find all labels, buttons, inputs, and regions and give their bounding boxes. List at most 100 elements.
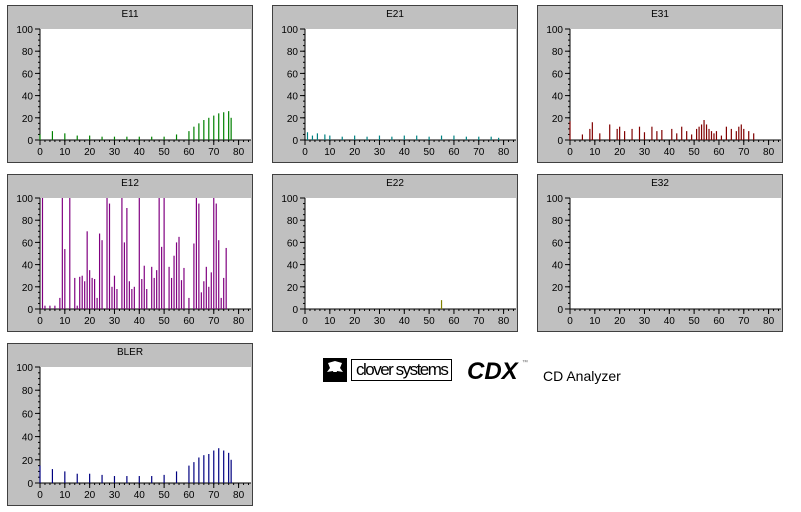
x-tick-label: 20 [614,147,626,158]
y-tick-label: 40 [22,433,34,444]
x-tick-label: 0 [302,316,308,327]
x-tick-label: 10 [59,147,71,158]
x-tick-label: 0 [37,316,43,327]
x-tick-label: 60 [448,147,460,158]
y-tick-label: 40 [287,92,299,103]
y-tick-label: 80 [287,216,299,227]
chart-panel-e21: E21 0 10 20 30 40 50 60 70 80 0 20 40 60 80 100 [272,5,518,163]
x-tick-label: 50 [159,490,171,501]
x-tick-label: 80 [233,147,245,158]
x-tick-label: 50 [424,316,436,327]
x-tick-label: 0 [37,147,43,158]
y-tick-label: 60 [22,69,34,80]
product-tagline: CD Analyzer [543,368,621,384]
chart-title: E32 [651,178,669,189]
x-tick-label: 20 [349,316,361,327]
x-tick-label: 10 [324,316,336,327]
x-tick-label: 60 [183,147,195,158]
x-tick-label: 60 [448,316,460,327]
plot-area [570,198,781,309]
x-tick-label: 80 [233,490,245,501]
x-tick-label: 50 [424,147,436,158]
x-tick-label: 10 [59,316,71,327]
x-tick-label: 10 [589,316,601,327]
chart-title: BLER [116,347,144,358]
x-tick-label: 50 [159,147,171,158]
chart-title: E12 [121,178,139,189]
chart-svg: 0 10 20 30 40 50 60 70 80 0 20 40 60 80 100 [16,194,251,327]
y-tick-label: 40 [552,261,564,272]
chart-svg: 0 10 20 30 40 50 60 70 80 0 20 40 60 80 100 [281,194,516,327]
plot-area [570,29,781,140]
x-tick-label: 70 [738,316,750,327]
x-tick-label: 50 [689,316,701,327]
x-tick-label: 0 [567,147,573,158]
y-tick-label: 80 [552,216,564,227]
x-tick-label: 60 [183,490,195,501]
chart-svg: 0 10 20 30 40 50 60 70 80 0 20 40 60 80 100 [16,363,251,501]
chart-panel-e32: E32 0 10 20 30 40 50 60 70 80 0 20 40 60 80 100 [537,174,783,332]
y-tick-label: 20 [22,114,34,125]
x-tick-label: 10 [589,147,601,158]
y-tick-label: 60 [552,69,564,80]
y-tick-label: 20 [287,114,299,125]
y-tick-label: 60 [287,238,299,249]
y-tick-label: 20 [552,114,564,125]
chart-panel-e12: E12 0 10 20 30 40 50 60 70 80 0 20 40 60 80 100 [7,174,253,332]
chart-svg: 0 10 20 30 40 50 60 70 80 0 20 40 60 80 100 [281,25,516,158]
y-tick-label: 0 [27,136,33,147]
x-tick-label: 80 [498,316,510,327]
y-tick-label: 80 [22,386,34,397]
y-tick-label: 100 [16,25,33,36]
y-tick-label: 100 [281,194,298,205]
plot-area [40,367,251,483]
chart-svg: 0 10 20 30 40 50 60 70 80 0 20 40 60 80 100 [546,25,781,158]
x-tick-label: 30 [374,316,386,327]
y-tick-label: 40 [22,261,34,272]
plot-area [40,198,251,309]
clover-systems-logo: clover systems [323,358,453,382]
x-tick-label: 30 [109,147,121,158]
x-tick-label: 20 [84,490,96,501]
y-tick-label: 100 [281,25,298,36]
y-tick-label: 60 [552,238,564,249]
x-tick-label: 0 [567,316,573,327]
plot-area [305,198,516,309]
chart-svg: 0 10 20 30 40 50 60 70 80 0 20 40 60 80 100 [16,25,251,158]
chart-title: E31 [651,9,669,20]
chart-panel-e22: E22 0 10 20 30 40 50 60 70 80 0 20 40 60 80 100 [272,174,518,332]
x-tick-label: 70 [208,316,220,327]
x-tick-label: 20 [349,147,361,158]
y-tick-label: 0 [292,305,298,316]
plot-area [305,29,516,140]
y-tick-label: 40 [552,92,564,103]
y-tick-label: 60 [287,69,299,80]
x-tick-label: 80 [763,316,775,327]
y-tick-label: 0 [557,305,563,316]
y-tick-label: 40 [287,261,299,272]
y-tick-label: 0 [27,479,33,490]
y-tick-label: 80 [552,47,564,58]
product-name: CDX [467,358,518,385]
x-tick-label: 0 [37,490,43,501]
x-tick-label: 70 [473,316,485,327]
x-tick-label: 60 [183,316,195,327]
y-tick-label: 80 [22,216,34,227]
x-tick-label: 60 [713,316,725,327]
y-tick-label: 20 [22,456,34,467]
x-tick-label: 0 [302,147,308,158]
x-tick-label: 40 [399,147,411,158]
logo-text: clover systems [351,359,453,381]
x-tick-label: 40 [134,490,146,501]
y-tick-label: 20 [287,283,299,294]
x-tick-label: 70 [208,147,220,158]
x-tick-label: 20 [84,316,96,327]
y-tick-label: 40 [22,92,34,103]
y-tick-label: 100 [16,363,33,374]
x-tick-label: 30 [639,316,651,327]
y-tick-label: 100 [546,194,563,205]
chart-svg: 0 10 20 30 40 50 60 70 80 0 20 40 60 80 100 [546,194,781,327]
x-tick-label: 40 [664,147,676,158]
chart-panel-e11: E11 0 10 20 30 40 50 60 70 80 0 20 40 60 80 100 [7,5,253,163]
y-tick-label: 80 [287,47,299,58]
